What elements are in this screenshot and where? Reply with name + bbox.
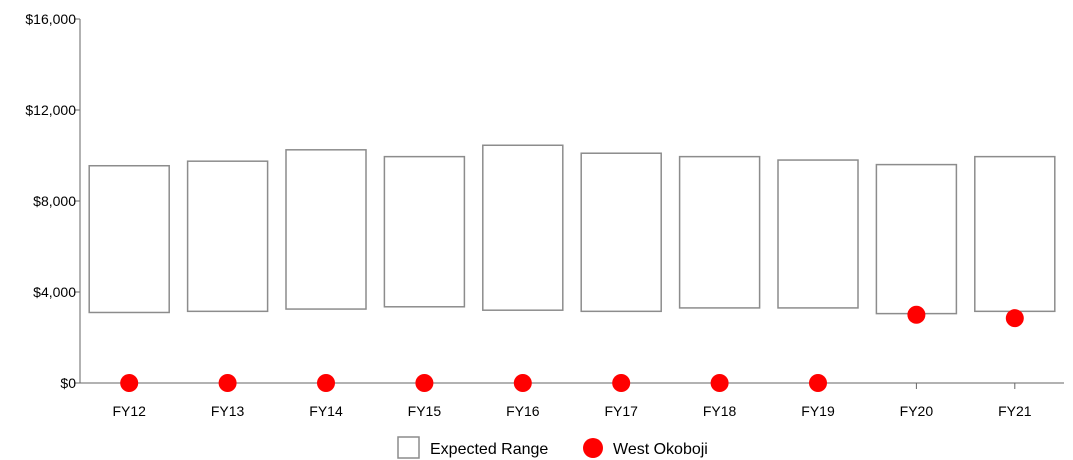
legend-range-label: Expected Range xyxy=(430,441,548,458)
x-tick-label: FY20 xyxy=(900,403,934,419)
y-tick-label: $4,000 xyxy=(33,284,76,300)
value-point xyxy=(907,305,926,324)
legend-point-label: West Okoboji xyxy=(613,441,708,458)
x-tick-label: FY19 xyxy=(801,403,835,419)
expected-range-box xyxy=(974,155,1056,313)
expected-range-box xyxy=(777,159,859,309)
expected-range-box xyxy=(875,163,958,315)
y-axis: $0 $4,000 $8,000 $12,000 $16,000 xyxy=(25,11,81,391)
x-axis: FY12 FY13 FY14 FY15 FY16 FY17 FY18 FY19 FY20 FY21 xyxy=(80,382,1064,419)
legend: Expected Range West Okoboji xyxy=(397,436,708,459)
value-point xyxy=(1005,309,1024,328)
value-point xyxy=(513,374,532,392)
y-tick-label: $8,000 xyxy=(33,193,76,209)
x-tick-label: FY13 xyxy=(211,403,245,419)
value-points xyxy=(120,305,1024,392)
x-tick-label: FY14 xyxy=(309,403,343,419)
value-point xyxy=(710,374,729,392)
value-point xyxy=(317,374,335,392)
expected-range-box xyxy=(383,155,466,308)
y-tick-label: $0 xyxy=(60,375,76,391)
expected-range-box xyxy=(678,155,761,309)
legend-point-swatch xyxy=(583,438,603,458)
expected-range-boxes xyxy=(88,144,1056,315)
x-tick-label: FY15 xyxy=(408,403,442,419)
x-tick-label: FY17 xyxy=(604,403,638,419)
y-tick-label: $16,000 xyxy=(25,11,76,27)
expected-range-box xyxy=(482,144,564,311)
x-tick-label: FY21 xyxy=(998,403,1032,419)
expected-range-box xyxy=(285,149,367,310)
expected-range-box xyxy=(186,160,269,313)
legend-range-swatch xyxy=(397,436,420,459)
x-tick-label: FY18 xyxy=(703,403,737,419)
value-point xyxy=(218,374,237,392)
expected-range-box xyxy=(580,152,662,313)
expected-range-box xyxy=(88,164,170,314)
x-tick-label: FY16 xyxy=(506,403,540,419)
value-point xyxy=(809,374,827,392)
value-point xyxy=(612,374,631,392)
x-tick-label: FY12 xyxy=(112,403,146,419)
value-point xyxy=(120,374,139,392)
y-tick-label: $12,000 xyxy=(25,102,76,118)
value-point xyxy=(415,374,434,392)
